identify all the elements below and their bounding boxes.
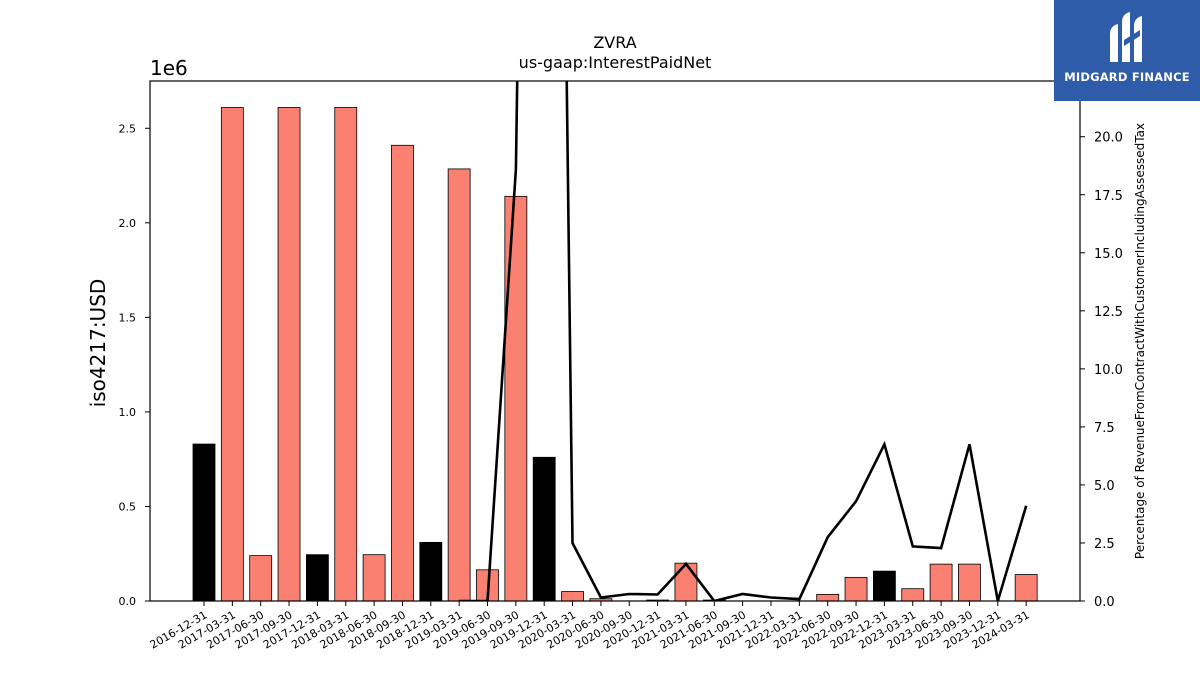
percentage-line [459,81,1028,601]
bar-2020-03-31 [561,591,584,602]
bar-2018-06-30 [362,554,386,602]
y2-tick-label: 17.5 [1094,189,1123,204]
plot-frame [149,80,1081,602]
y2-axis-label: Percentage of RevenueFromContractWithCus… [1133,123,1147,559]
bar-2017-12-31 [305,554,329,602]
bar-2019-03-31 [447,168,471,602]
bar-2019-12-31 [532,456,556,602]
bar-2017-03-31 [220,107,244,602]
chart-title: ZVRA [593,33,636,52]
y-axis-ticks: 0.0 0.5 1.0 1.5 2.0 2.5 [119,122,150,608]
chart-subtitle: us-gaap:InterestPaidNet [519,53,712,72]
y2-tick-label: 10.0 [1094,363,1123,378]
y-axis-offset-label: 1e6 [150,56,188,80]
bars-group [192,107,1038,602]
bar-2017-06-30 [249,555,273,602]
bar-2018-09-30 [391,144,414,602]
bar-2024-03-31 [1014,574,1038,602]
y2-axis-ticks: 0.0 2.5 5.0 7.5 10.0 12.5 15.0 17.5 20.0 [1080,131,1123,610]
y-tick-label: 1.5 [119,311,137,324]
bar-2022-06-30 [816,593,840,602]
bar-2023-03-31 [901,588,925,602]
line-group [459,81,1028,601]
midgard-finance-logo-icon [1110,12,1142,62]
bar-2022-12-31 [873,570,896,602]
bar-2023-09-30 [958,563,981,602]
bar-2021-03-31 [674,562,698,602]
y-axis-label: iso4217:USD [86,279,110,408]
y2-tick-label: 20.0 [1094,131,1123,146]
y-tick-label: 2.0 [119,217,137,230]
bar-2018-12-31 [419,541,443,602]
bar-2019-09-30 [504,195,528,602]
bar-2023-06-30 [929,563,953,602]
bar-2017-09-30 [277,107,301,602]
bar-2016-12-31 [192,443,216,602]
y-tick-label: 0.5 [119,500,137,513]
y-tick-label: 2.5 [119,122,137,135]
brand-logo: MIDGARD FINANCE [1054,0,1200,101]
y2-tick-label: 2.5 [1094,537,1115,552]
y2-tick-label: 15.0 [1094,247,1123,262]
y2-tick-label: 0.0 [1094,595,1115,610]
x-axis-ticks: 2016-12-312017-03-312017-06-302017-09-30… [148,601,1032,652]
y2-tick-label: 5.0 [1094,479,1115,494]
logo-text: MIDGARD FINANCE [1064,70,1190,84]
y2-tick-label: 12.5 [1094,305,1123,320]
bar-2018-03-31 [334,107,358,602]
bar-2022-09-30 [844,576,868,602]
y-tick-label: 1.0 [119,406,137,419]
y-tick-label: 0.0 [119,595,137,608]
y2-tick-label: 7.5 [1094,421,1115,436]
